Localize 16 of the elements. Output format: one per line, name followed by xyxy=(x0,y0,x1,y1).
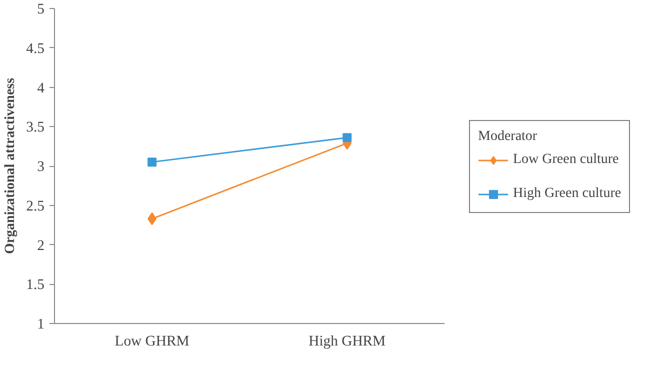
x-tick-label: High GHRM xyxy=(308,334,386,350)
y-tick-label: 3.5 xyxy=(26,120,45,136)
legend-label: Low Green culture xyxy=(513,152,619,168)
legend-label: High Green culture xyxy=(513,186,622,202)
point xyxy=(148,158,157,167)
y-tick-label: 1.5 xyxy=(26,277,45,294)
y-tick-label: 5 xyxy=(37,2,44,18)
y-tick-label: 1 xyxy=(37,316,44,332)
y-tick-label: 3 xyxy=(37,159,44,175)
y-tick-label: 4.5 xyxy=(26,40,45,57)
x-tick-label: Low GHRM xyxy=(114,334,190,350)
legend-title: Moderator xyxy=(478,129,538,145)
y-tick-label: 2 xyxy=(37,238,44,254)
y-axis-title: Organizational attractiveness xyxy=(3,77,18,254)
y-tick-label: 4 xyxy=(37,80,46,96)
y-tick-label: 2.5 xyxy=(26,198,45,214)
